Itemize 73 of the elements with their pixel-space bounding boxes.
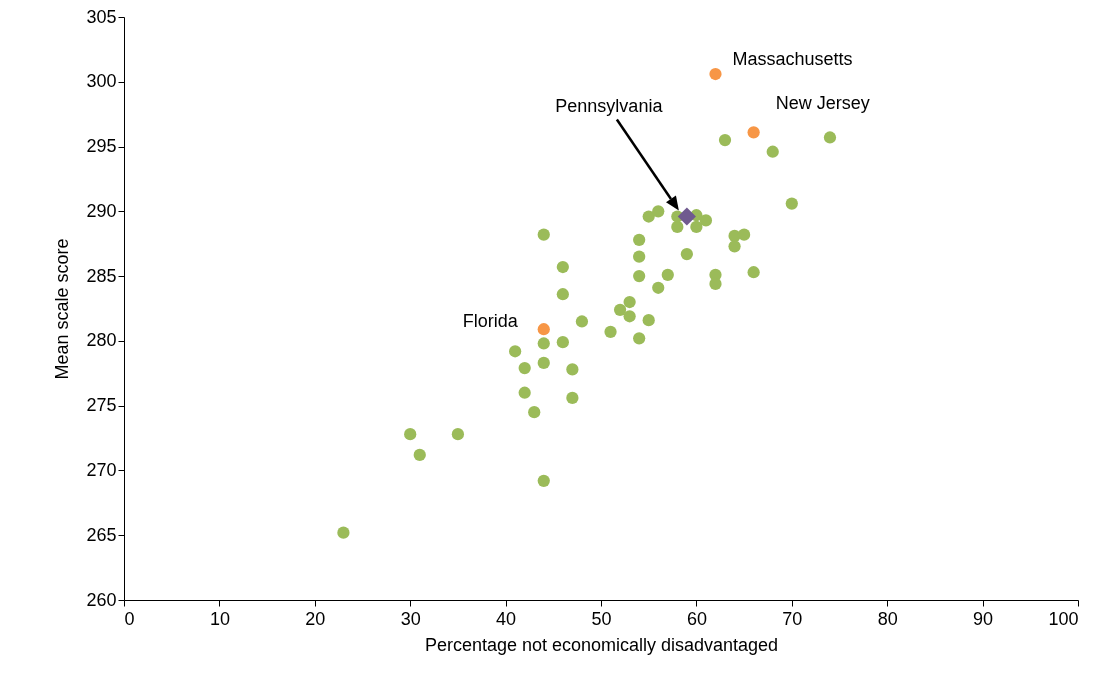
point (671, 220, 684, 233)
annotation: Pennsylvania (555, 95, 664, 116)
point (537, 228, 550, 241)
point (413, 448, 426, 462)
point (652, 281, 665, 294)
y-tick-label: 295 (86, 136, 117, 157)
point (556, 288, 569, 301)
point (518, 361, 531, 375)
point (518, 386, 531, 399)
x-tick-label: 90 (973, 608, 994, 629)
point (604, 325, 617, 338)
y-tick-label: 290 (86, 200, 117, 221)
point (613, 303, 627, 316)
point (737, 228, 751, 241)
point (509, 345, 522, 358)
x-axis-title: Percentage not economically disadvantaged (424, 634, 779, 655)
point (537, 356, 550, 370)
y-tick-label: 270 (86, 459, 117, 480)
point (747, 266, 760, 279)
point (566, 363, 579, 376)
y-tick-label: 265 (86, 524, 117, 545)
point (404, 428, 417, 441)
point (528, 406, 541, 419)
point (337, 526, 350, 539)
point (623, 310, 636, 323)
annotation: Massachusetts (732, 49, 853, 69)
point (652, 205, 665, 218)
point (785, 197, 798, 210)
annotation: New Jersey (775, 93, 870, 114)
point (575, 315, 589, 328)
x-tick-label: 0 (124, 608, 135, 629)
point (747, 126, 760, 139)
point (556, 336, 569, 349)
point (766, 145, 779, 158)
point (718, 133, 732, 147)
point (690, 220, 703, 233)
point (699, 214, 713, 227)
y-tick-label: 305 (86, 6, 117, 27)
x-tick-label: 70 (782, 608, 803, 629)
x-tick-label: 60 (686, 608, 707, 629)
point (642, 314, 655, 327)
point (823, 131, 837, 144)
annotation: Florida (462, 311, 519, 332)
point (537, 474, 550, 487)
point (623, 295, 636, 309)
x-tick-label: 10 (209, 608, 230, 629)
x-tick-label: 80 (877, 608, 898, 629)
y-tick-label: 285 (86, 265, 117, 286)
y-tick-label: 275 (86, 395, 117, 416)
point (677, 207, 696, 226)
x-tick-label: 100 (1048, 608, 1079, 629)
y-tick-label: 280 (86, 330, 117, 351)
point (451, 428, 465, 441)
point (633, 250, 646, 263)
point (633, 233, 646, 246)
point (680, 247, 693, 261)
x-tick-label: 40 (496, 608, 517, 629)
point (566, 391, 579, 405)
point (642, 210, 655, 223)
point (709, 67, 722, 81)
x-tick-label: 20 (305, 608, 326, 629)
point (537, 337, 550, 350)
y-axis-title: Mean scale score (52, 238, 73, 380)
x-tick-label: 30 (400, 608, 421, 629)
y-tick-label: 300 (86, 71, 117, 92)
point (633, 332, 646, 345)
y-tick-label: 260 (86, 589, 117, 610)
x-tick-label: 50 (591, 608, 612, 629)
point (661, 268, 674, 281)
point (728, 240, 741, 253)
point (556, 260, 569, 274)
point (537, 323, 550, 336)
point (633, 270, 646, 283)
